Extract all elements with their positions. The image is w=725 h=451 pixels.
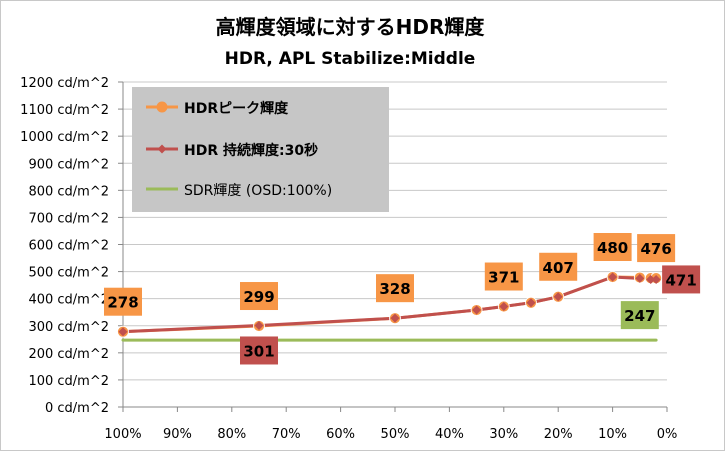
legend-swatch-marker (157, 144, 167, 154)
sustained-marker (390, 313, 400, 323)
y-tick-label: 900 cd/m^2 (28, 157, 109, 172)
data-label: 301 (243, 342, 274, 360)
sustained-marker (651, 274, 661, 284)
axes (118, 81, 668, 412)
y-axis-ticks: 0 cd/m^2 100 cd/m^2 200 cd/m^2 300 cd/m^2 40… (20, 76, 109, 416)
y-tick-label: 1200 cd/m^2 (20, 76, 109, 91)
y-tick-label: 1100 cd/m^2 (20, 103, 109, 118)
data-label-box (240, 282, 278, 311)
data-labels: 278 299 328 371 407 480 476 301 471 247 (104, 233, 701, 365)
data-label-box (620, 301, 659, 330)
legend-swatch-marker (156, 101, 168, 113)
y-tick-label: 700 cd/m^2 (28, 211, 109, 226)
series-markers (117, 271, 663, 338)
data-label-box (662, 265, 701, 294)
chart-title: 高輝度領域に対するHDR輝度 (216, 15, 486, 39)
sustained-marker (526, 298, 536, 308)
data-label-box (104, 287, 142, 316)
sustained-marker (254, 320, 264, 330)
x-tick-label: 40% (435, 427, 464, 442)
data-label-box (637, 234, 676, 263)
data-label: 476 (640, 240, 671, 258)
y-tick-label: 0 cd/m^2 (45, 401, 109, 416)
sustained-marker (608, 272, 618, 282)
y-tick-label: 1000 cd/m^2 (20, 130, 109, 145)
data-label: 371 (488, 269, 519, 287)
x-tick-label: 60% (326, 427, 355, 442)
legend-label: HDR 持続輝度:30秒 (184, 142, 318, 159)
x-axis-ticks: 100% 90% 80% 70% 60% 50% 40% 30% 20% 10% 0% (104, 427, 677, 442)
legend-label: SDR輝度 (OSD:100%) (184, 183, 332, 199)
legend-label: HDRピーク輝度 (184, 100, 289, 117)
data-label: 278 (107, 294, 138, 312)
sustained-marker (118, 327, 128, 337)
data-label-box (376, 274, 414, 303)
data-label: 480 (597, 239, 628, 257)
sustained-marker (553, 292, 563, 302)
data-label-box (240, 336, 278, 365)
chart-subtitle: HDR, APL Stabilize:Middle (225, 49, 476, 69)
sustained-marker (635, 273, 645, 283)
y-tick-label: 500 cd/m^2 (28, 266, 109, 281)
y-tick-label: 200 cd/m^2 (28, 347, 109, 362)
x-tick-label: 0% (657, 427, 678, 442)
y-tick-label: 600 cd/m^2 (28, 239, 109, 254)
data-label: 471 (665, 271, 696, 289)
x-tick-label: 20% (544, 427, 573, 442)
y-tick-label: 300 cd/m^2 (28, 320, 109, 335)
y-tick-label: 100 cd/m^2 (28, 374, 109, 389)
y-tick-label: 400 cd/m^2 (28, 293, 109, 308)
data-label: 247 (624, 307, 655, 325)
x-tick-label: 10% (598, 427, 627, 442)
y-tick-label: 800 cd/m^2 (28, 184, 109, 199)
x-tick-label: 90% (163, 427, 192, 442)
sustained-marker (499, 302, 509, 312)
legend: HDRピーク輝度 HDR 持続輝度:30秒 SDR輝度 (OSD:100%) (132, 87, 389, 212)
data-label-box (484, 262, 523, 291)
data-label-box (593, 233, 632, 261)
sustained-marker (646, 274, 656, 284)
data-label: 299 (243, 288, 274, 306)
x-tick-label: 30% (489, 427, 518, 442)
x-tick-label: 80% (217, 427, 246, 442)
sustained-marker (472, 305, 482, 315)
data-label: 328 (379, 280, 410, 298)
x-tick-label: 100% (104, 427, 141, 442)
data-label-box (539, 252, 578, 281)
x-tick-label: 70% (272, 427, 301, 442)
x-tick-label: 50% (381, 427, 410, 442)
data-label: 407 (543, 259, 574, 277)
